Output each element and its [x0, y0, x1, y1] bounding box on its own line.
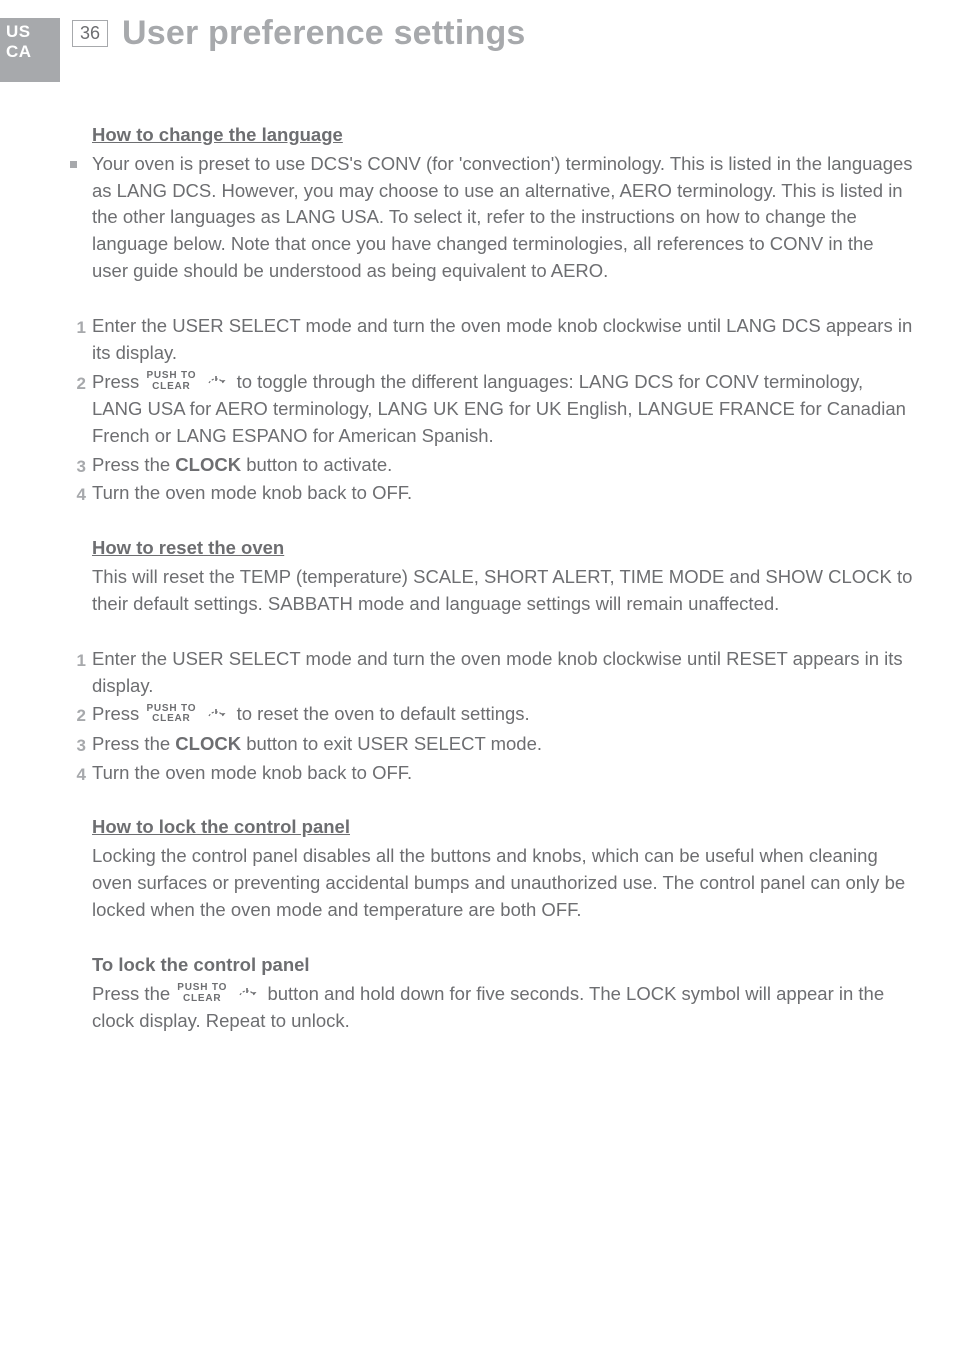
text-fragment: Press the — [92, 983, 175, 1004]
push-to-line1: PUSH TO — [146, 704, 196, 715]
push-to-clear-label: PUSH TO CLEAR — [146, 704, 196, 725]
text-fragment: Press — [92, 371, 144, 392]
heading-lock-panel: How to lock the control panel — [92, 814, 914, 841]
step-row: 3 Press the CLOCK button to activate. — [92, 452, 914, 479]
step-text: Turn the oven mode knob back to OFF. — [92, 760, 914, 787]
push-to-clear-label: PUSH TO CLEAR — [146, 371, 196, 392]
step-number: 2 — [64, 704, 86, 729]
text-fragment: Press the — [92, 454, 175, 475]
push-to-line2: CLEAR — [152, 714, 190, 725]
intro-reset-oven: This will reset the TEMP (temperature) S… — [92, 564, 914, 618]
step-row: 2 Press PUSH TO CLEAR to toggle through … — [92, 369, 914, 450]
intro-lock-panel: Locking the control panel disables all t… — [92, 843, 914, 923]
steps-change-language: 1 Enter the USER SELECT mode and turn th… — [92, 313, 914, 507]
step-text: Enter the USER SELECT mode and turn the … — [92, 646, 914, 700]
page-number-box: 36 — [72, 20, 108, 47]
step-row: 4 Turn the oven mode knob back to OFF. — [92, 760, 914, 787]
step-text: Press PUSH TO CLEAR to toggle through th… — [92, 369, 914, 450]
text-fragment: Press — [92, 703, 144, 724]
page-header: US CA 36 User preference settings — [0, 18, 954, 82]
section-lock-panel: How to lock the control panel Locking th… — [92, 814, 914, 1034]
section-reset-oven: How to reset the oven This will reset th… — [92, 535, 914, 617]
step-text: Enter the USER SELECT mode and turn the … — [92, 313, 914, 367]
step-number: 4 — [64, 483, 86, 508]
step-text: Press the CLOCK button to activate. — [92, 452, 914, 479]
region-tab: US CA — [0, 18, 60, 82]
step-text: Turn the oven mode knob back to OFF. — [92, 480, 914, 507]
knob-rotate-icon — [205, 701, 227, 728]
push-to-line2: CLEAR — [152, 382, 190, 393]
step-number: 1 — [64, 649, 86, 674]
step-number: 2 — [64, 372, 86, 397]
heading-reset-oven: How to reset the oven — [92, 535, 914, 562]
bullet-icon — [70, 161, 77, 168]
clock-label: CLOCK — [175, 733, 241, 754]
sub-heading-lock: To lock the control panel — [92, 952, 914, 979]
text-fragment: button to exit USER SELECT mode. — [241, 733, 542, 754]
knob-rotate-icon — [236, 980, 258, 1007]
step-number: 1 — [64, 316, 86, 341]
text-fragment: button to activate. — [241, 454, 392, 475]
step-number: 3 — [64, 734, 86, 759]
section-change-language: How to change the language Your oven is … — [92, 122, 914, 285]
content-area: How to change the language Your oven is … — [92, 122, 914, 1035]
push-to-line2: CLEAR — [183, 994, 221, 1005]
step-text: Press PUSH TO CLEAR to reset the oven to… — [92, 701, 914, 729]
steps-reset-oven: 1 Enter the USER SELECT mode and turn th… — [92, 646, 914, 787]
step-text: Press the CLOCK button to exit USER SELE… — [92, 731, 914, 758]
text-fragment: Press the — [92, 733, 175, 754]
push-to-line1: PUSH TO — [146, 371, 196, 382]
lock-body: Press the PUSH TO CLEAR button and hold … — [92, 981, 914, 1035]
step-row: 2 Press PUSH TO CLEAR to reset the oven … — [92, 701, 914, 729]
step-row: 1 Enter the USER SELECT mode and turn th… — [92, 646, 914, 700]
step-row: 3 Press the CLOCK button to exit USER SE… — [92, 731, 914, 758]
intro-change-language: Your oven is preset to use DCS's CONV (f… — [92, 151, 914, 285]
heading-change-language: How to change the language — [92, 122, 914, 149]
push-to-clear-label: PUSH TO CLEAR — [177, 983, 227, 1004]
step-number: 3 — [64, 455, 86, 480]
step-row: 1 Enter the USER SELECT mode and turn th… — [92, 313, 914, 367]
page-title: User preference settings — [122, 14, 526, 53]
intro-text: Your oven is preset to use DCS's CONV (f… — [92, 151, 914, 285]
step-number: 4 — [64, 763, 86, 788]
step-row: 4 Turn the oven mode knob back to OFF. — [92, 480, 914, 507]
knob-rotate-icon — [205, 368, 227, 395]
clock-label: CLOCK — [175, 454, 241, 475]
text-fragment: to reset the oven to default settings. — [237, 703, 530, 724]
push-to-line1: PUSH TO — [177, 983, 227, 994]
